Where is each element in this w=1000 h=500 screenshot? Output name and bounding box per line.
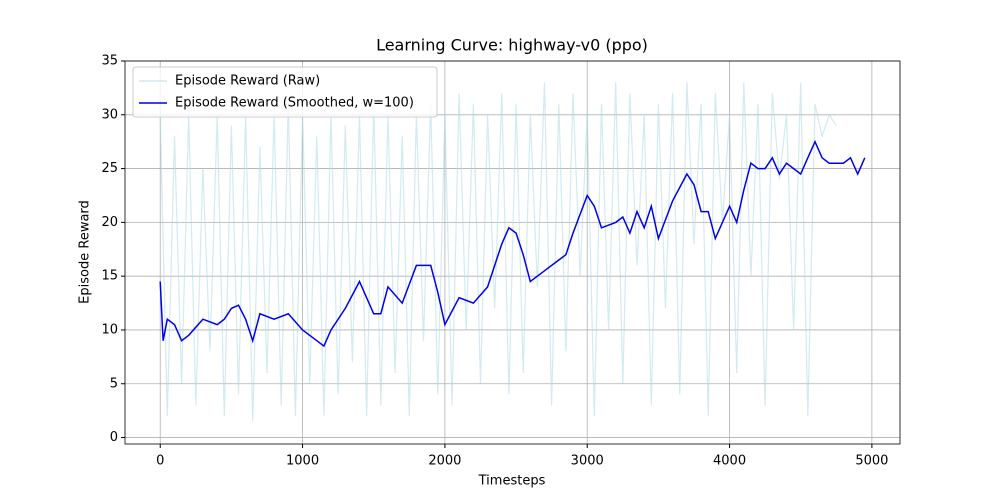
series-line — [159, 139, 866, 348]
x-tick-label: 1000 — [286, 454, 319, 469]
chart-title: Learning Curve: highway-v0 (ppo) — [376, 36, 648, 55]
legend-label: Episode Reward (Smoothed, w=100) — [175, 96, 414, 111]
plot-frame — [124, 60, 901, 445]
legend-label: Episode Reward (Raw) — [175, 74, 320, 89]
x-tick-label: 3000 — [571, 454, 604, 469]
y-tick-label: 5 — [110, 376, 118, 391]
y-tick-label: 10 — [101, 322, 118, 337]
y-tick-label: 30 — [101, 107, 118, 122]
series-line — [159, 82, 837, 422]
y-tick-label: 25 — [101, 161, 118, 176]
y-tick-label: 20 — [101, 215, 118, 230]
x-tick-label: 0 — [156, 454, 164, 469]
y-tick-label: 0 — [110, 430, 118, 445]
legend-box — [132, 66, 438, 118]
x-tick-label: 4000 — [713, 454, 746, 469]
x-tick-label: 2000 — [428, 454, 461, 469]
y-tick-label: 15 — [101, 269, 118, 284]
x-tick-label: 5000 — [855, 454, 888, 469]
y-tick-label: 35 — [101, 54, 118, 69]
y-axis-label: Episode Reward — [78, 200, 93, 304]
x-axis-label: Timesteps — [478, 474, 546, 489]
